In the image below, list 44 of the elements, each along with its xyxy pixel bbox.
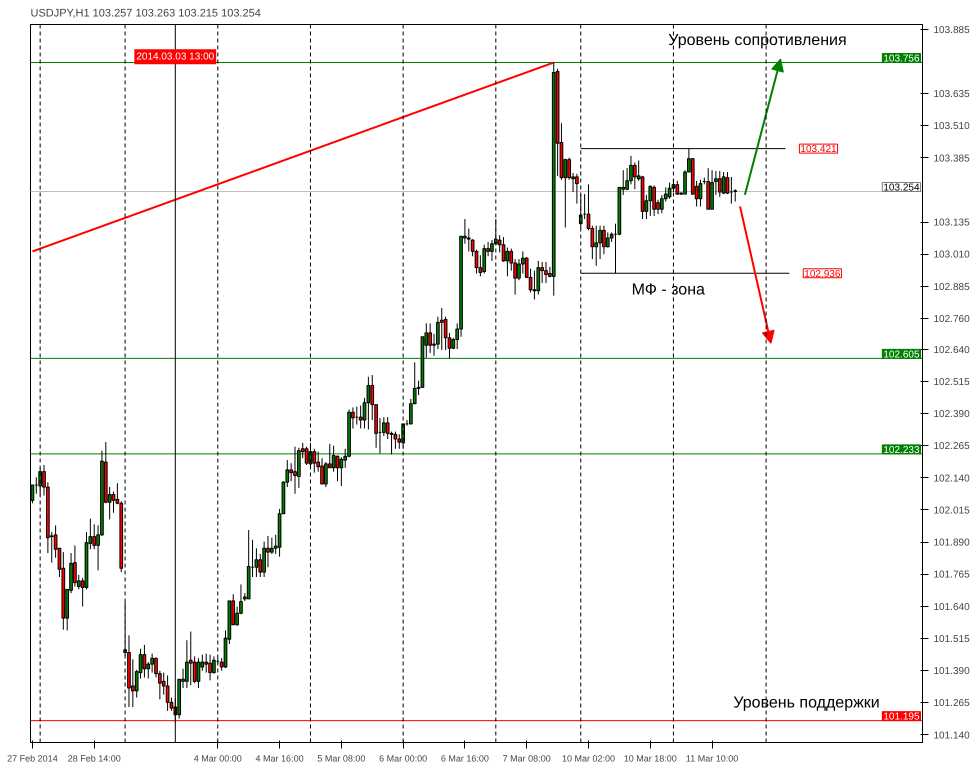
y-tick-label: 103.510 [934,121,970,132]
x-tick-label: 4 Mar 16:00 [256,754,304,764]
y-tick-label: 103.010 [934,250,970,261]
y-tick-label: 101.515 [934,634,970,645]
x-tick-label: 4 Mar 00:00 [194,754,242,764]
ref-line-label: 102.233 [883,444,920,456]
y-tick-label: 101.390 [934,666,970,678]
y-tick-label: 101.140 [934,730,970,742]
y-tick-label: 103.135 [934,218,970,229]
y-tick-label: 103.885 [934,24,970,36]
y-tick-label: 102.640 [934,344,970,356]
series-label: 102.936 [804,268,841,280]
x-tick-label: 10 Mar 02:00 [562,754,616,764]
y-tick-label: 101.890 [934,538,970,549]
y-tick-label: 102.265 [934,441,970,452]
y-tick-label: 103.635 [934,89,970,100]
annotation: 2014.03.03 13:00 [136,51,215,62]
y-tick-label: 102.515 [934,376,970,388]
y-tick-label: 102.390 [934,409,970,420]
annotation: Уровень сопротивления [668,32,847,49]
y-tick-label: 102.760 [934,314,970,325]
x-tick-label: 6 Mar 16:00 [440,754,489,764]
ref-line-label: 103.254 [883,182,920,194]
ref-line-label: 102.605 [883,349,920,360]
x-tick-label: 28 Feb 14:00 [68,754,121,764]
y-tick-label: 102.140 [934,473,970,484]
y-tick-label: 101.640 [934,602,970,613]
x-tick-label: 11 Mar 10:00 [686,754,738,764]
ref-line-label: 103.756 [883,54,920,65]
y-tick-label: 102.015 [934,505,970,516]
x-tick-label: 10 Mar 18:00 [624,754,677,764]
y-tick-label: 103.385 [934,153,970,164]
annotation: Уровень поддержки [733,694,880,712]
x-tick-label: 7 Mar 08:00 [502,754,551,764]
y-tick-label: 102.885 [934,282,970,293]
chart-title: USDJPY,H1 103.257 103.263 103.215 103.254 [30,8,261,20]
ref-line-label: 101.195 [883,712,920,723]
x-tick-label: 5 Mar 08:00 [317,754,366,764]
x-tick-label: 27 Feb 2014 [7,754,58,764]
annotation: МФ - зона [632,282,706,299]
y-tick-label: 101.265 [934,698,970,710]
series-label: 103.421 [800,144,838,156]
x-tick-label: 6 Mar 00:00 [379,754,428,764]
y-tick-label: 101.765 [934,570,970,581]
